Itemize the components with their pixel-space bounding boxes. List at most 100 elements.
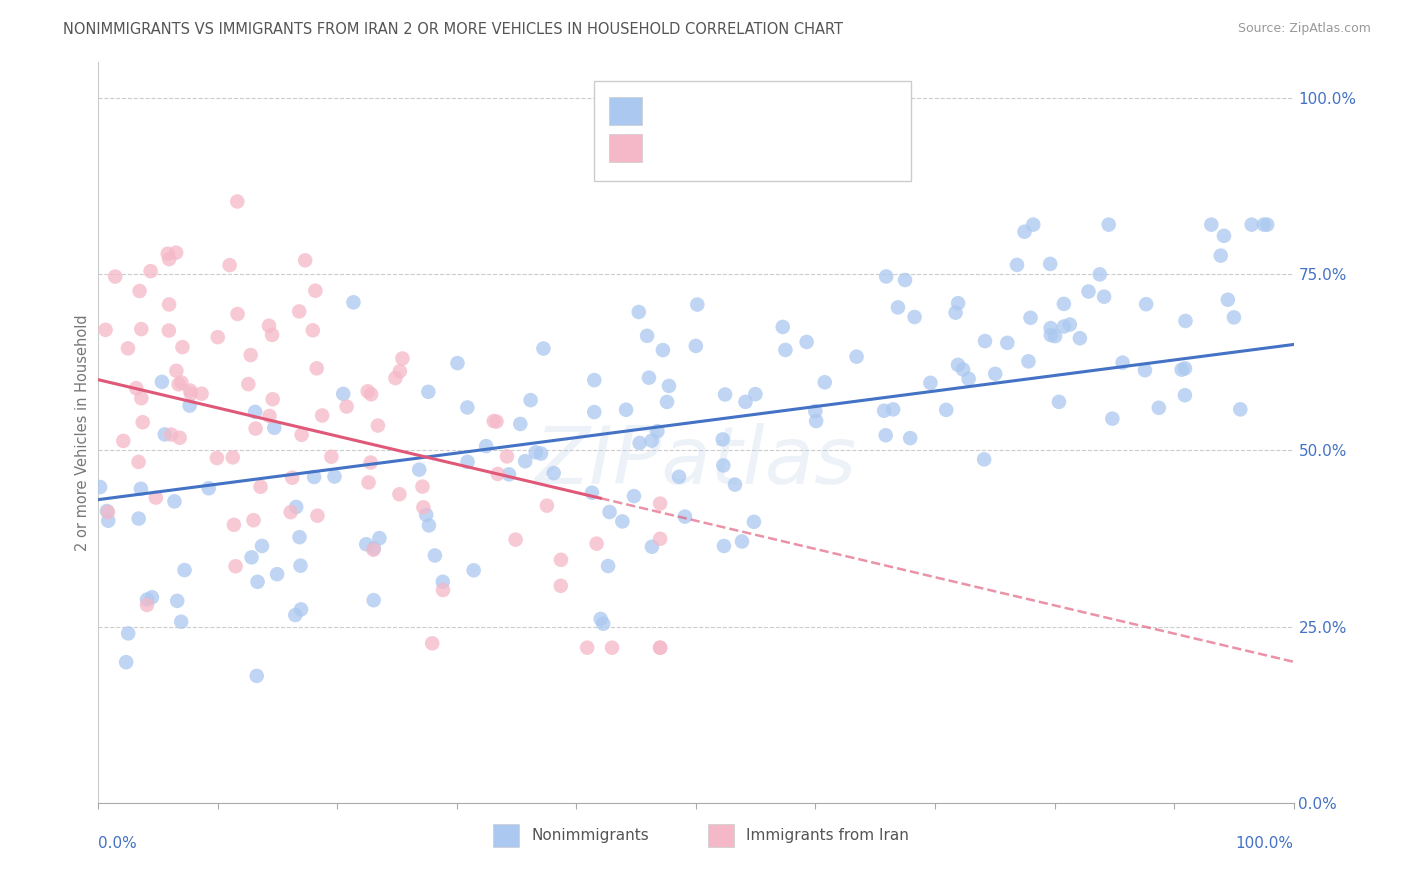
Point [1147, 401, 1170, 415]
Point [456, 401, 478, 415]
Point [1170, 362, 1192, 376]
Point [179, 384, 201, 398]
Point [1043, 329, 1066, 343]
Point [668, 469, 690, 483]
Point [246, 574, 269, 589]
FancyBboxPatch shape [494, 823, 519, 847]
Point [360, 387, 382, 401]
Point [585, 536, 607, 550]
Point [600, 640, 623, 655]
Point [257, 318, 280, 333]
Point [125, 381, 148, 395]
Point [432, 574, 454, 589]
Point [167, 377, 190, 392]
Point [418, 518, 440, 533]
Point [647, 424, 669, 438]
Point [157, 252, 180, 266]
Point [641, 540, 664, 554]
Point [875, 428, 897, 442]
Point [190, 386, 212, 401]
Point [673, 509, 696, 524]
Point [648, 532, 672, 546]
Point [226, 194, 249, 209]
Point [651, 343, 673, 357]
Point [734, 395, 756, 409]
Point [179, 399, 201, 413]
Point [543, 466, 565, 480]
Point [887, 301, 910, 315]
Point [536, 499, 558, 513]
Point [357, 384, 380, 399]
Point [284, 607, 307, 622]
Point [873, 403, 896, 417]
Point [1005, 258, 1028, 272]
Point [169, 431, 191, 445]
Point [974, 334, 997, 348]
Point [1059, 318, 1081, 332]
Point [368, 531, 391, 545]
Point [323, 469, 346, 483]
Point [384, 371, 406, 385]
Point [302, 470, 325, 484]
Point [197, 481, 219, 495]
Point [363, 541, 385, 556]
Point [686, 297, 709, 311]
Text: 0.0%: 0.0% [98, 836, 138, 851]
Point [1017, 354, 1039, 368]
Point [638, 370, 661, 384]
Point [498, 467, 520, 482]
Point [139, 264, 162, 278]
Point [641, 434, 664, 448]
Point [814, 376, 837, 390]
Point [1014, 225, 1036, 239]
Point [583, 373, 606, 387]
FancyBboxPatch shape [709, 823, 734, 847]
Point [131, 415, 153, 429]
Point [226, 307, 249, 321]
Point [614, 402, 637, 417]
Point [388, 487, 411, 501]
Point [952, 362, 974, 376]
Point [935, 403, 957, 417]
Point [242, 513, 264, 527]
Point [260, 327, 283, 342]
Point [612, 515, 634, 529]
Point [772, 320, 794, 334]
Text: ZIPatlas: ZIPatlas [534, 423, 858, 501]
Point [412, 500, 434, 515]
Point [903, 310, 925, 324]
Point [1240, 218, 1263, 232]
Point [128, 284, 150, 298]
Point [311, 409, 333, 423]
Point [150, 375, 173, 389]
Point [463, 563, 485, 577]
Point [281, 471, 304, 485]
Point [496, 450, 519, 464]
Point [259, 409, 281, 423]
Point [420, 636, 443, 650]
Point [432, 582, 454, 597]
Point [995, 335, 1018, 350]
Point [1039, 328, 1062, 343]
Point [957, 372, 980, 386]
Point [457, 455, 479, 469]
Point [165, 364, 187, 378]
Point [1039, 321, 1062, 335]
Point [136, 592, 159, 607]
Point [246, 669, 269, 683]
Point [367, 418, 389, 433]
Y-axis label: 2 or more Vehicles in Household: 2 or more Vehicles in Household [75, 314, 90, 551]
Point [882, 402, 904, 417]
Point [157, 324, 180, 338]
Point [1092, 290, 1115, 304]
Point [94, 323, 117, 337]
Point [898, 431, 921, 445]
Point [796, 334, 818, 349]
Point [423, 549, 446, 563]
Point [1053, 297, 1076, 311]
Point [1229, 402, 1251, 417]
Point [1201, 218, 1223, 232]
Text: R = -0.344   N = 86: R = -0.344 N = 86 [659, 141, 817, 156]
Text: NONIMMIGRANTS VS IMMIGRANTS FROM IRAN 2 OR MORE VEHICLES IN HOUSEHOLD CORRELATIO: NONIMMIGRANTS VS IMMIGRANTS FROM IRAN 2 … [63, 22, 844, 37]
Point [342, 295, 364, 310]
